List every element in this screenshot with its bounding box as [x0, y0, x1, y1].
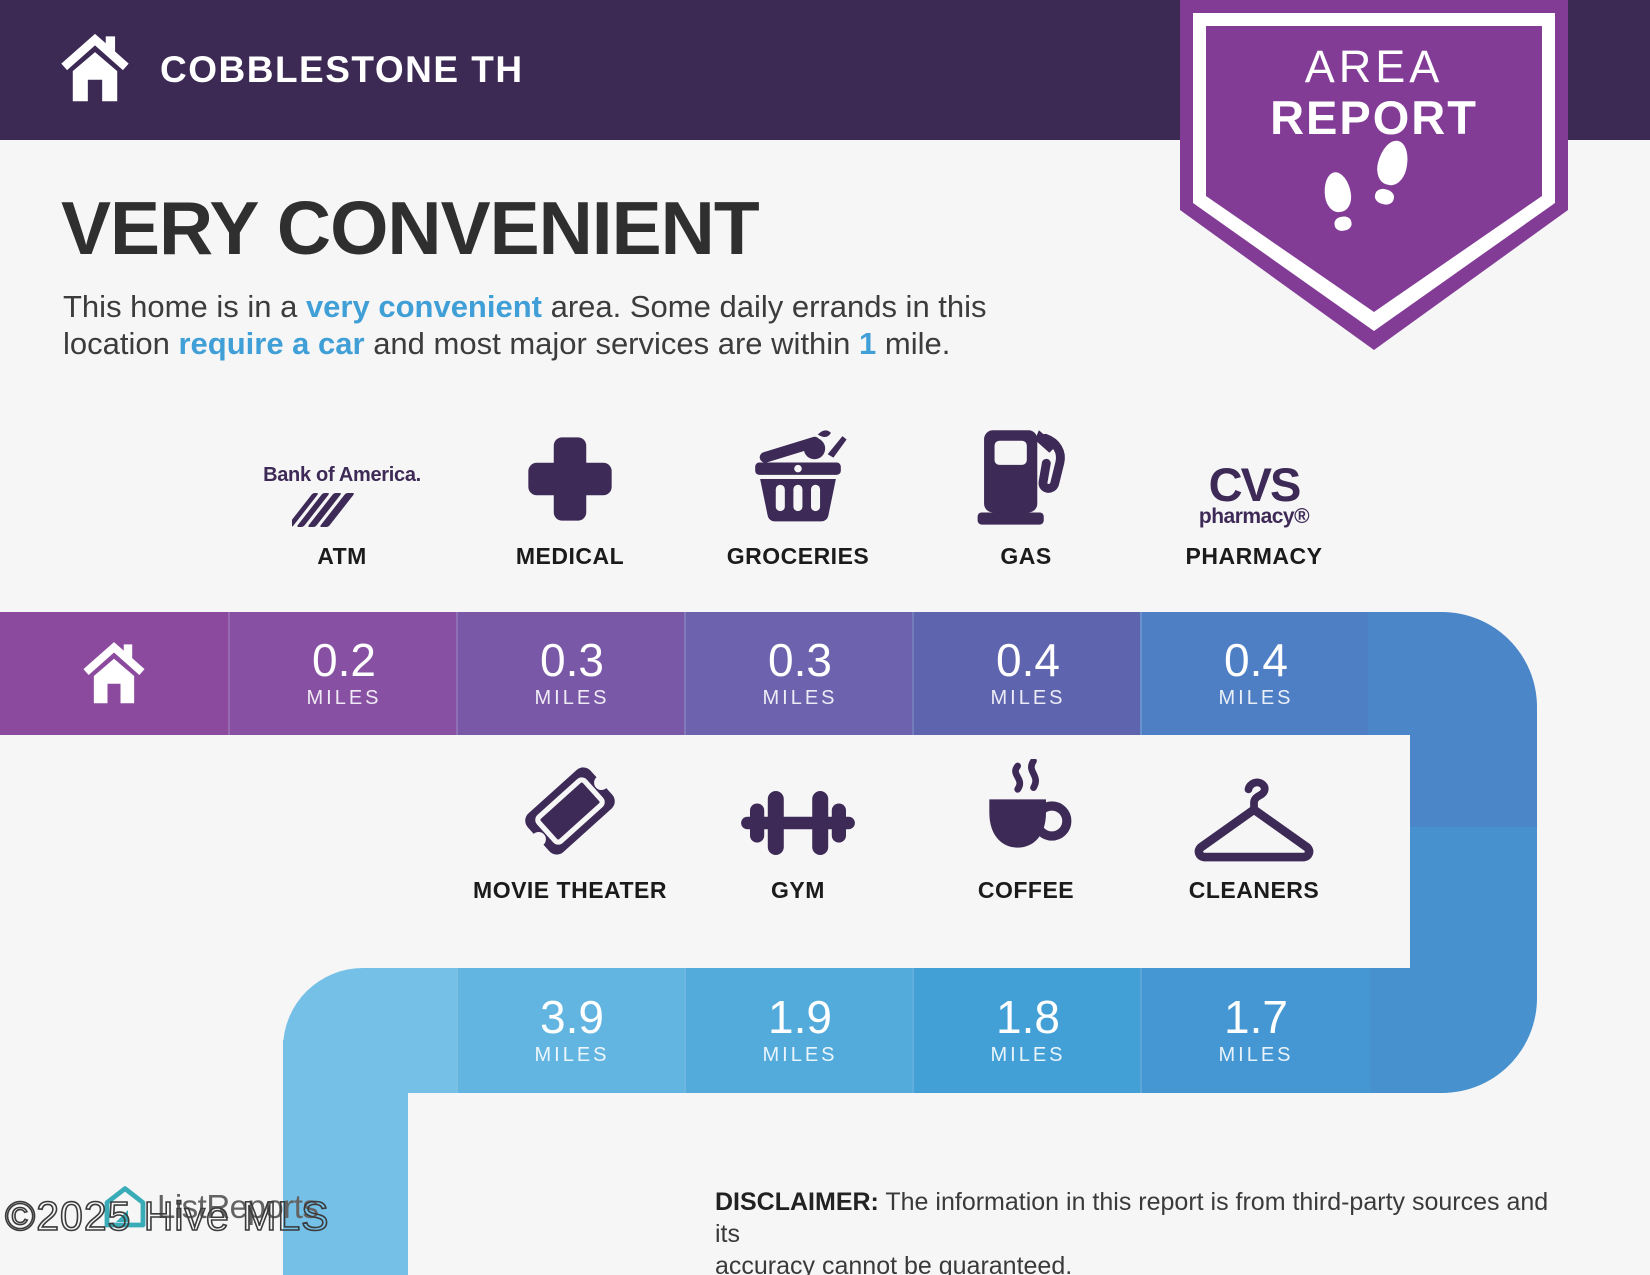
cvs-pharmacy-logo: CVS pharmacy® [1198, 458, 1310, 529]
category-groceries: GROCERIES [684, 398, 912, 570]
distance-cell-movie-theater: 3.9 MILES [456, 968, 686, 1093]
movie-ticket-icon [525, 767, 615, 855]
category-cleaners: CLEANERS [1140, 752, 1368, 904]
desc-highlight-very-convenient: very convenient [305, 289, 542, 324]
home-icon [83, 641, 145, 703]
path-vertical-left [283, 1040, 408, 1275]
distance-cell-gym: 1.9 MILES [684, 968, 914, 1093]
desc-highlight-require-a-car: require a car [178, 326, 365, 361]
path-inner-fillet-left [408, 1093, 498, 1183]
category-pharmacy: CVS pharmacy® PHARMACY [1140, 398, 1368, 570]
desc-highlight-one-mile: 1 [859, 326, 877, 361]
desc-text: This home is in a [63, 289, 306, 324]
distance-value: 1.9 [768, 991, 832, 1043]
distance-cell-cleaners: 1.7 MILES [1140, 968, 1370, 1093]
distance-cell-pharmacy: 0.4 MILES [1140, 612, 1370, 735]
desc-text: location [63, 326, 179, 361]
category-movie-theater: MOVIE THEATER [456, 752, 684, 904]
cvs-wordmark: CVS [1208, 458, 1302, 511]
home-icon [61, 33, 129, 102]
category-label: CLEANERS [1188, 877, 1320, 903]
distance-unit: MILES [534, 1044, 610, 1066]
category-label: MOVIE THEATER [473, 877, 667, 903]
distance-cell-coffee: 1.8 MILES [912, 968, 1142, 1093]
category-label: ATM [317, 543, 367, 569]
coffee-cup-icon [989, 759, 1072, 848]
badge-title-line1: AREA [1304, 41, 1444, 92]
badge-ribbon-shape [1180, 0, 1568, 350]
distance-unit: MILES [1218, 1044, 1294, 1066]
home-segment [0, 612, 228, 735]
category-label: MEDICAL [515, 543, 625, 569]
category-label: COFFEE [977, 877, 1075, 903]
distance-unit: MILES [762, 687, 838, 709]
distance-value: 1.8 [996, 991, 1060, 1043]
disclaimer-line2: accuracy cannot be guaranteed. [715, 1252, 1073, 1275]
desc-text: area. Some daily errands in this [541, 289, 987, 324]
badge-title-line2: REPORT [1270, 91, 1478, 144]
listreports-logo: ListReports [101, 1183, 319, 1231]
badge-title: AREA REPORT [1180, 42, 1568, 144]
distance-value: 0.4 [996, 634, 1060, 686]
distance-cell-atm: 0.2 MILES [228, 612, 458, 735]
category-label: PHARMACY [1185, 543, 1323, 569]
distance-unit: MILES [990, 687, 1066, 709]
distance-cell-groceries: 0.3 MILES [684, 612, 914, 735]
distance-value: 0.3 [768, 634, 832, 686]
grocery-basket-icon [755, 430, 847, 522]
dumbbell-icon [741, 791, 855, 855]
disclaimer: DISCLAIMER: The information in this repo… [715, 1186, 1560, 1275]
category-gym: GYM [684, 752, 912, 904]
path-inner-fillet-right [1322, 735, 1410, 968]
distance-bar-row2: 3.9 MILES 1.9 MILES 1.8 MILES 1.7 MILES [0, 968, 1650, 1093]
bank-of-america-wordmark: Bank of America. [263, 464, 421, 486]
path-vertical-right-lower [1410, 827, 1537, 970]
cvs-pharmacy-wordmark: pharmacy® [1198, 505, 1310, 528]
path-vertical-right-upper [1410, 733, 1537, 829]
distance-cell-medical: 0.3 MILES [456, 612, 686, 735]
distance-value: 0.4 [1224, 634, 1288, 686]
category-label: GROCERIES [726, 543, 870, 569]
distance-unit: MILES [306, 687, 382, 709]
desc-text: mile. [876, 326, 951, 361]
listreports-wordmark: ListReports [157, 1188, 319, 1225]
walkability-description: This home is in a very convenient area. … [63, 288, 987, 362]
desc-text: and most major services are within [364, 326, 860, 361]
category-label: GYM [771, 877, 825, 903]
listreports-house-icon [104, 1186, 146, 1228]
distance-unit: MILES [1218, 687, 1294, 709]
category-atm: Bank of America. ATM [228, 398, 456, 570]
area-report-badge: AREA REPORT [1180, 0, 1568, 350]
mls-watermark: ©2025 Hive MLS [4, 1192, 330, 1240]
distance-cell-gas: 0.4 MILES [912, 612, 1142, 735]
footprints-icon [1180, 0, 1568, 350]
medical-cross-icon [528, 437, 612, 521]
page-title: COBBLESTONE TH [160, 49, 524, 90]
walkability-headline: VERY CONVENIENT [61, 186, 760, 270]
distance-bar-row1: 0.2 MILES 0.3 MILES 0.3 MILES 0.4 MILES … [0, 612, 1650, 735]
disclaimer-label: DISCLAIMER: [715, 1188, 879, 1216]
bank-of-america-logo: Bank of America. [263, 464, 421, 529]
distance-unit: MILES [762, 1044, 838, 1066]
distance-value: 1.7 [1224, 991, 1288, 1043]
category-coffee: COFFEE [912, 752, 1140, 904]
distance-value: 0.3 [540, 634, 604, 686]
distance-value: 0.2 [312, 634, 376, 686]
bank-of-america-flag-icon [291, 493, 354, 527]
category-label: GAS [1000, 543, 1052, 569]
distance-unit: MILES [534, 687, 610, 709]
hanger-icon [1194, 778, 1314, 862]
distance-unit: MILES [990, 1044, 1066, 1066]
disclaimer-line1: The information in this report is from t… [715, 1188, 1549, 1248]
category-medical: MEDICAL [456, 398, 684, 570]
gas-pump-icon [977, 430, 1065, 525]
category-gas: GAS [912, 398, 1140, 570]
distance-value: 3.9 [540, 991, 604, 1043]
